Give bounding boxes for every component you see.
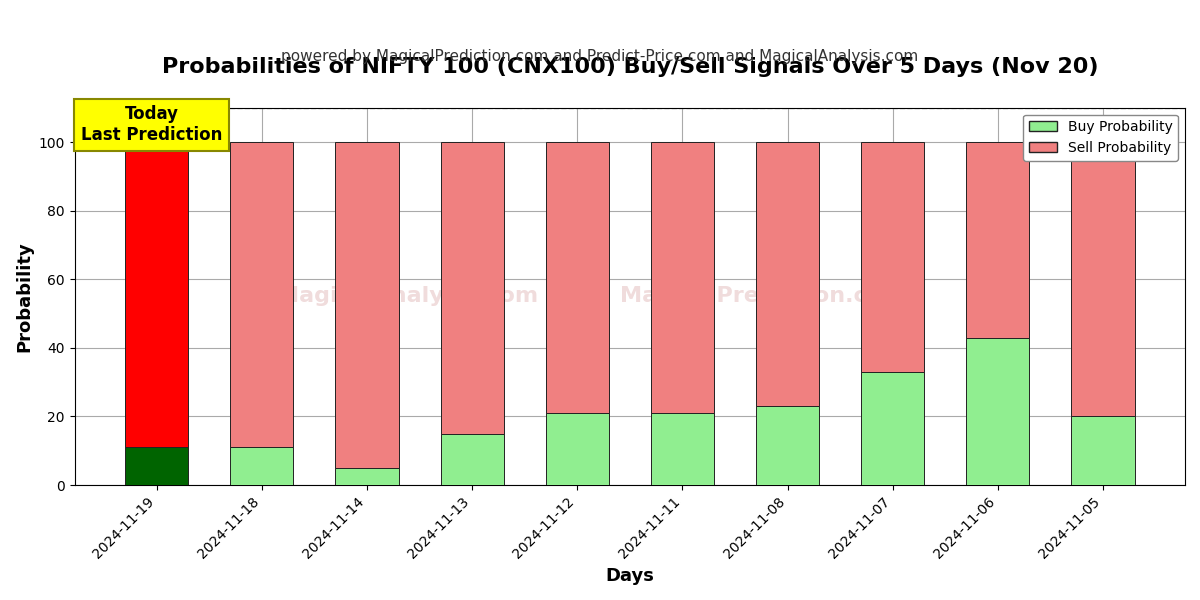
- Bar: [756, 406, 820, 485]
- Bar: [336, 142, 398, 468]
- Bar: [125, 142, 188, 448]
- Bar: [230, 142, 293, 448]
- X-axis label: Days: Days: [605, 567, 654, 585]
- Bar: [756, 142, 820, 406]
- Bar: [125, 448, 188, 485]
- Bar: [230, 448, 293, 485]
- Bar: [546, 413, 608, 485]
- Bar: [336, 468, 398, 485]
- Bar: [966, 142, 1030, 338]
- Bar: [650, 142, 714, 413]
- Bar: [1072, 142, 1134, 416]
- Bar: [862, 372, 924, 485]
- Text: MagicalPrediction.com: MagicalPrediction.com: [620, 286, 906, 307]
- Bar: [1072, 416, 1134, 485]
- Bar: [440, 142, 504, 434]
- Bar: [862, 142, 924, 372]
- Y-axis label: Probability: Probability: [16, 241, 34, 352]
- Text: powered by MagicalPrediction.com and Predict-Price.com and MagicalAnalysis.com: powered by MagicalPrediction.com and Pre…: [281, 49, 919, 64]
- Bar: [440, 434, 504, 485]
- Text: Today
Last Prediction: Today Last Prediction: [80, 106, 222, 144]
- Legend: Buy Probability, Sell Probability: Buy Probability, Sell Probability: [1024, 115, 1178, 161]
- Title: Probabilities of NIFTY 100 (CNX100) Buy/Sell Signals Over 5 Days (Nov 20): Probabilities of NIFTY 100 (CNX100) Buy/…: [162, 57, 1098, 77]
- Bar: [546, 142, 608, 413]
- Bar: [650, 413, 714, 485]
- Text: MagicalAnalysis.com: MagicalAnalysis.com: [277, 286, 539, 307]
- Bar: [966, 338, 1030, 485]
